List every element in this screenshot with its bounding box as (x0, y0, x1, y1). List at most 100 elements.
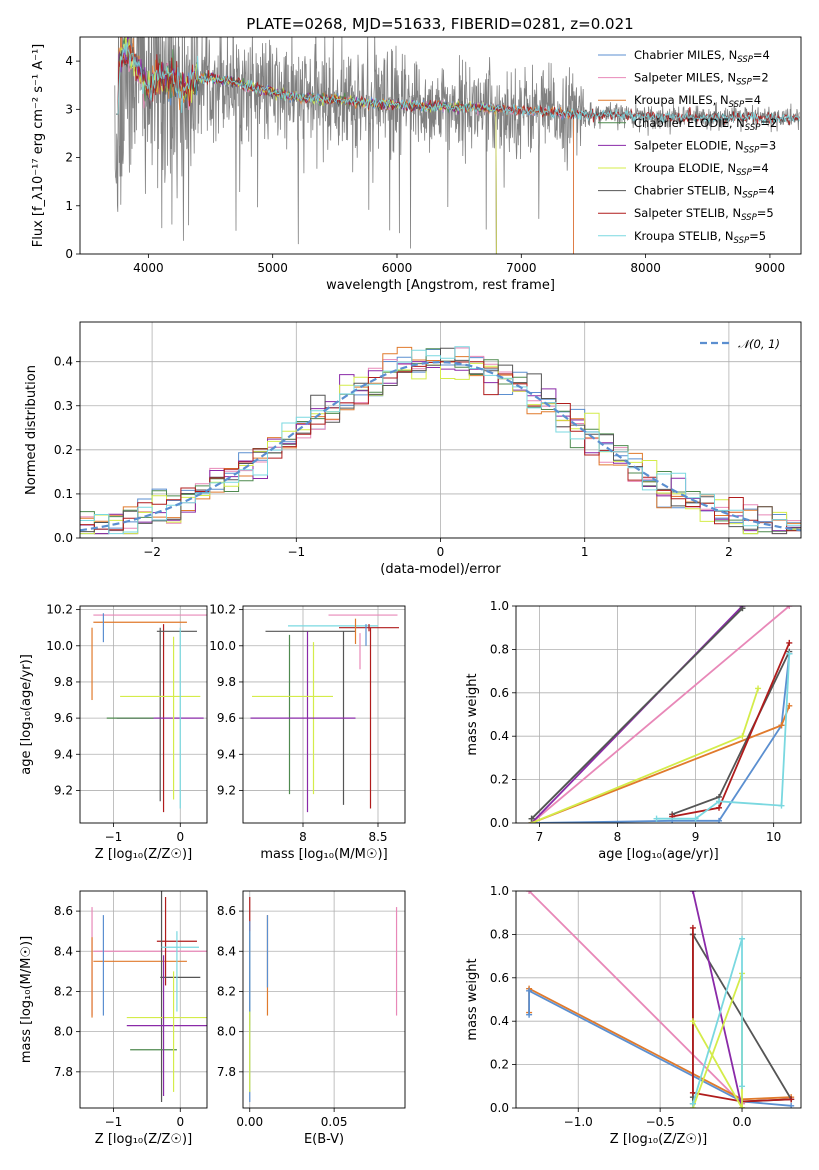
y-tick-label: 9.2 (54, 783, 73, 797)
panel-residuals: −2 −1 0 1 2 0.0 0.1 0.2 0.3 0.4 (data-model)/error… (24, 321, 802, 577)
y-tick-label: 10.0 (209, 639, 236, 653)
legend-label-tail: =5 (757, 206, 774, 220)
y-tick-label: 10.0 (46, 639, 73, 653)
weight-series-marker (739, 1083, 746, 1090)
legend-label: Salpeter STELIB, NSSP=5 (634, 206, 774, 223)
legend-label: Kroupa MILES, NSSP=4 (634, 93, 761, 110)
y-tick-label: 10.2 (46, 603, 73, 617)
y-axis-label: mass [log₁₀(M/M☉)] (19, 936, 34, 1063)
y-tick-label: 9.6 (217, 711, 236, 725)
weight-series-marker (778, 722, 785, 729)
legend-label-sub: SSP (729, 100, 745, 110)
y-tick-label: 1.0 (490, 599, 509, 613)
model-spectrum (116, 44, 800, 125)
y-tick-label: 0.4 (490, 1014, 509, 1028)
y-tick-label: 0.0 (490, 1101, 509, 1115)
weight-series-line (530, 607, 744, 820)
weight-series-marker (689, 1100, 696, 1107)
ticks-age_vs_mass: 8 8.5 9.2 9.4 9.6 9.8 10.0 10.2 (209, 603, 387, 844)
x-tick-label: 8 (614, 830, 622, 844)
legend-label-tail: =4 (744, 93, 761, 107)
y-tick-label: 0.0 (54, 531, 73, 545)
weight-series-marker (689, 891, 696, 894)
weight-series-marker (716, 798, 723, 805)
ticks-spectrum: 4000 5000 6000 7000 8000 9000 0 1 2 3 4 (65, 54, 785, 275)
weight-series-marker (739, 733, 746, 740)
legend-label: Chabrier ELODIE, NSSP=2 (634, 116, 777, 133)
figure-title: PLATE=0268, MJD=51633, FIBERID=0281, z=0… (246, 15, 633, 33)
axes-frame (242, 605, 406, 824)
legend-label-sub: SSP (736, 168, 752, 178)
legend-label-main: Kroupa MILES, N (634, 93, 729, 107)
legend-label: Chabrier MILES, NSSP=4 (634, 48, 770, 65)
y-tick-label: 0.2 (490, 1058, 509, 1072)
plot-area-mass_vs_ebv (243, 891, 405, 1108)
weight-series-marker (778, 802, 785, 809)
panel-mass_vs_Z: −1 0 7.8 8.0 8.2 8.4 8.6 Z [log₁₀(Z/Z☉)] mass [l… (19, 890, 208, 1147)
x-tick-label: 8.5 (368, 830, 387, 844)
y-tick-label: 9.6 (54, 711, 73, 725)
x-axis-label: Z [log₁₀(Z/Z☉)] (95, 1132, 192, 1147)
legend-label-tail: =5 (749, 229, 766, 243)
weight-series-marker (739, 935, 746, 942)
legend-label-tail: =4 (758, 184, 775, 198)
weight-series-marker (526, 1011, 533, 1018)
legend-label-sub: SSP (742, 191, 758, 201)
x-axis-label: wavelength [Angstrom, rest frame] (326, 278, 555, 293)
y-tick-label: 8.0 (54, 1025, 73, 1039)
x-tick-label: 9000 (755, 261, 786, 275)
axes-frame (79, 36, 802, 255)
x-tick-label: −1 (105, 1115, 123, 1129)
panel-age_vs_mass: 8 8.5 9.2 9.4 9.6 9.8 10.0 10.2 mass [log₁₀(M/M☉… (209, 603, 406, 862)
y-tick-label: 0.0 (490, 816, 509, 830)
weight-series-marker (526, 891, 533, 894)
weight-series-marker (526, 987, 533, 994)
weight-series-marker (689, 1018, 696, 1025)
y-axis-label: mass weight (465, 958, 480, 1040)
weight-series-marker (689, 1089, 696, 1096)
residual-histogram (80, 346, 801, 538)
plot-area-weight_vs_Z (516, 891, 801, 1108)
legend-label-sub: SSP (745, 123, 761, 133)
y-axis-label: age [log₁₀(age/yr)] (19, 654, 34, 775)
plot-area-mass_vs_Z (80, 891, 207, 1108)
plot-area-weight_vs_age (516, 606, 801, 823)
y-axis-label: mass weight (465, 673, 480, 755)
ticks-age_vs_Z: −1 0 9.2 9.4 9.6 9.8 10.0 10.2 (46, 603, 184, 844)
y-tick-label: 0.6 (490, 971, 509, 985)
y-tick-label: 3 (65, 102, 73, 116)
y-tick-label: 0.8 (490, 927, 509, 941)
legend-label-sub: SSP (744, 145, 760, 155)
legend-label: Kroupa ELODIE, NSSP=4 (634, 161, 769, 178)
weight-series-line (692, 927, 792, 1103)
x-tick-label: 10 (766, 830, 781, 844)
plot-area-age_vs_mass (243, 606, 405, 823)
y-tick-label: 9.8 (217, 675, 236, 689)
x-axis-label: Z [log₁₀(Z/Z☉)] (610, 1132, 707, 1147)
x-tick-label: −1 (287, 545, 305, 559)
x-tick-label: 5000 (257, 261, 288, 275)
x-tick-label: 8 (299, 830, 307, 844)
x-axis-label: mass [log₁₀(M/M☉)] (260, 847, 387, 862)
weight-series-line (531, 606, 790, 823)
weight-series-marker (739, 1105, 746, 1108)
legend-label-normal: 𝒩(0, 1) (738, 337, 780, 351)
legend-label-main: Salpeter STELIB, N (634, 206, 741, 220)
axes-frame (242, 890, 406, 1109)
legend-label-sub: SSP (741, 213, 757, 223)
x-tick-label: 9 (692, 830, 700, 844)
legend-label-sub: SSP (736, 78, 752, 88)
panel-weight_vs_Z: −1.0 −0.5 0.0 0.0 0.2 0.4 0.6 0.8 1.0 Z [log₁₀(Z/… (465, 884, 802, 1147)
weight-series-marker (689, 924, 696, 931)
ticks-weight_vs_Z: −1.0 −0.5 0.0 0.0 0.2 0.4 0.6 0.8 1.0 (490, 884, 752, 1129)
x-tick-label: 6000 (382, 261, 413, 275)
x-tick-label: 0 (437, 545, 445, 559)
x-tick-label: 0.0 (732, 1115, 751, 1129)
x-tick-label: 0 (176, 830, 184, 844)
y-tick-label: 8.4 (54, 944, 73, 958)
legend-label-main: Chabrier ELODIE, N (634, 116, 745, 130)
weight-series-marker (788, 1096, 795, 1103)
legend-label: Kroupa STELIB, NSSP=5 (634, 229, 766, 246)
x-tick-label: 1 (581, 545, 589, 559)
